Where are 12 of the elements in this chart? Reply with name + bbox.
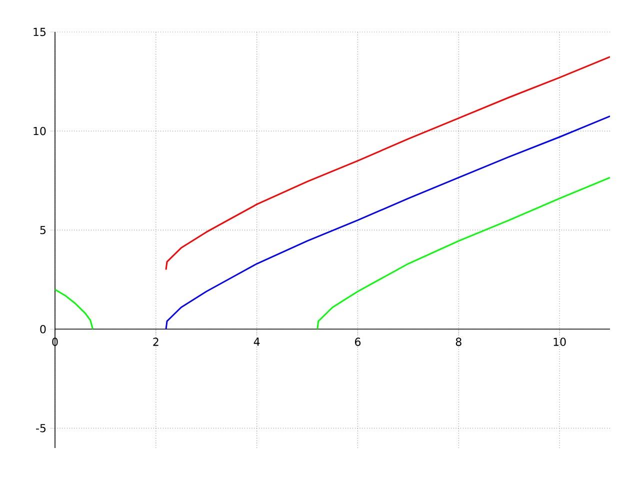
- y-tick-label: 10: [34, 126, 46, 136]
- y-tick-label: 15: [34, 28, 46, 36]
- line-series: [165, 56, 610, 270]
- x-tick-label: 2: [153, 338, 158, 346]
- y-tick-label: 0: [40, 324, 46, 334]
- line-series: [165, 115, 610, 330]
- x-tick-label: 4: [254, 338, 260, 346]
- y-tick-label: 5: [40, 226, 46, 234]
- x-tick-label: 8: [456, 338, 462, 346]
- x-tick-label: 10: [554, 338, 566, 346]
- y-tick-label: -5: [36, 424, 46, 432]
- x-tick-label: 6: [355, 338, 361, 346]
